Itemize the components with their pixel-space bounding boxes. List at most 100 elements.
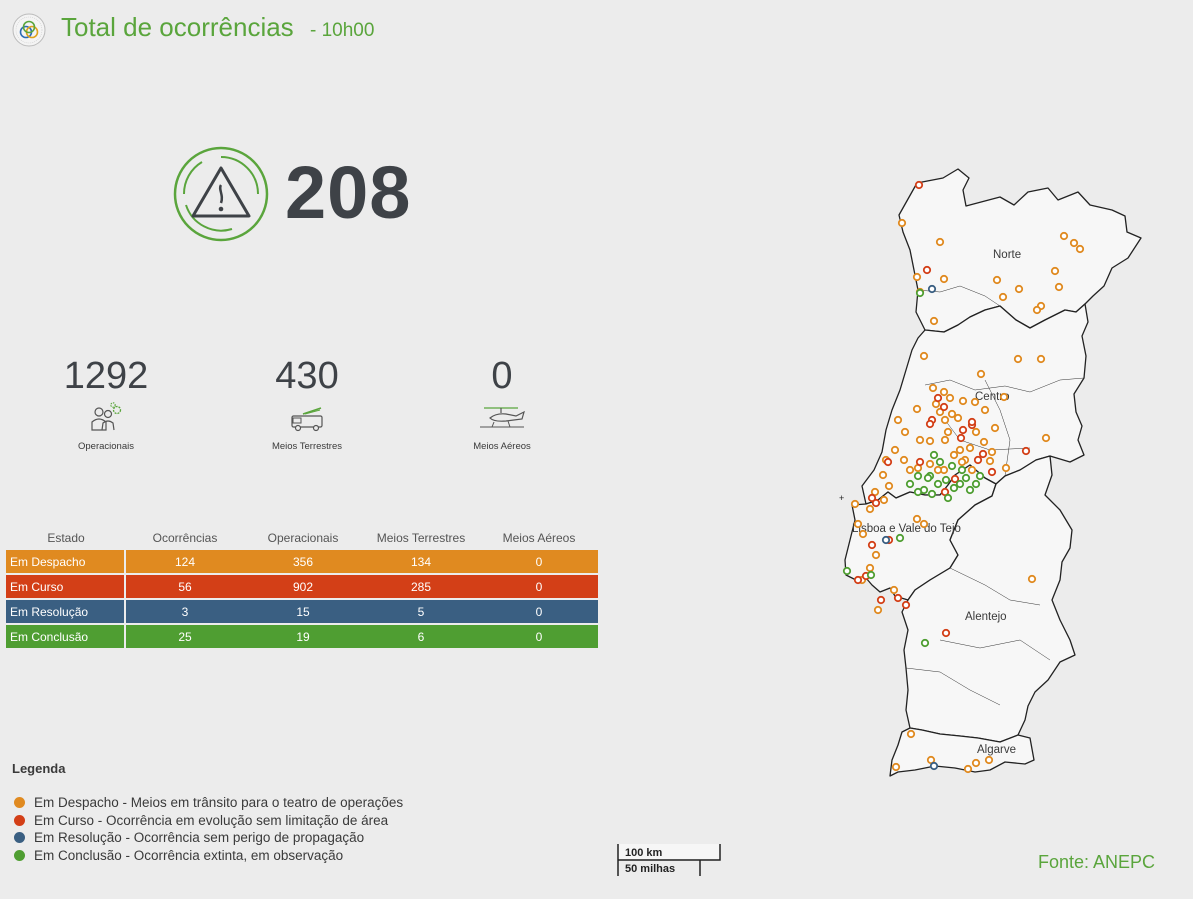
occurrence-marker-curso[interactable] <box>925 419 935 429</box>
occurrence-marker-despacho[interactable] <box>957 457 967 467</box>
occurrence-marker-despacho[interactable] <box>935 407 945 417</box>
occurrence-marker-curso[interactable] <box>1021 446 1031 456</box>
occurrence-marker-despacho[interactable] <box>987 447 997 457</box>
occurrence-marker-despacho[interactable] <box>1027 574 1037 584</box>
occurrence-marker-conclusao[interactable] <box>975 471 985 481</box>
occurrence-marker-despacho[interactable] <box>979 437 989 447</box>
occurrence-marker-despacho[interactable] <box>850 499 860 509</box>
occurrence-marker-despacho[interactable] <box>955 445 965 455</box>
occurrence-marker-despacho[interactable] <box>947 409 957 419</box>
occurrence-marker-conclusao[interactable] <box>949 483 959 493</box>
occurrence-marker-conclusao[interactable] <box>866 570 876 580</box>
occurrence-marker-despacho[interactable] <box>1032 305 1042 315</box>
occurrence-marker-despacho[interactable] <box>879 495 889 505</box>
occurrence-marker-despacho[interactable] <box>980 405 990 415</box>
occurrence-marker-despacho[interactable] <box>893 415 903 425</box>
occurrence-marker-despacho[interactable] <box>958 396 968 406</box>
occurrence-marker-despacho[interactable] <box>891 762 901 772</box>
occurrence-marker-conclusao[interactable] <box>923 473 933 483</box>
occurrence-marker-despacho[interactable] <box>940 435 950 445</box>
occurrence-marker-despacho[interactable] <box>985 456 995 466</box>
occurrence-marker-curso[interactable] <box>973 455 983 465</box>
occurrence-marker-despacho[interactable] <box>890 445 900 455</box>
occurrence-marker-despacho[interactable] <box>912 404 922 414</box>
occurrence-marker-despacho[interactable] <box>933 465 943 475</box>
occurrence-marker-resolucao[interactable] <box>929 761 939 771</box>
occurrence-marker-despacho[interactable] <box>967 465 977 475</box>
occurrence-marker-resolucao[interactable] <box>881 535 891 545</box>
occurrence-marker-curso[interactable] <box>940 487 950 497</box>
occurrence-marker-conclusao[interactable] <box>941 475 951 485</box>
occurrence-marker-curso[interactable] <box>967 417 977 427</box>
occurrence-marker-conclusao[interactable] <box>935 457 945 467</box>
occurrence-marker-conclusao[interactable] <box>943 493 953 503</box>
occurrence-marker-despacho[interactable] <box>912 514 922 524</box>
occurrence-marker-despacho[interactable] <box>871 550 881 560</box>
occurrence-marker-despacho[interactable] <box>865 563 875 573</box>
occurrence-marker-despacho[interactable] <box>926 755 936 765</box>
portugal-map[interactable]: Norte Centro Lisboa e Vale do Tejo Alent… <box>830 160 1160 790</box>
occurrence-marker-despacho[interactable] <box>963 764 973 774</box>
occurrence-marker-despacho[interactable] <box>992 275 1002 285</box>
occurrence-marker-despacho[interactable] <box>915 435 925 445</box>
occurrence-marker-despacho[interactable] <box>976 369 986 379</box>
region-algarve[interactable] <box>889 727 1035 777</box>
occurrence-marker-curso[interactable] <box>939 402 949 412</box>
occurrence-marker-conclusao[interactable] <box>915 288 925 298</box>
occurrence-marker-despacho[interactable] <box>999 392 1009 402</box>
occurrence-marker-despacho[interactable] <box>889 585 899 595</box>
occurrence-marker-curso[interactable] <box>871 498 881 508</box>
occurrence-marker-conclusao[interactable] <box>905 479 915 489</box>
occurrence-marker-despacho[interactable] <box>929 316 939 326</box>
occurrence-marker-conclusao[interactable] <box>929 450 939 460</box>
occurrence-marker-despacho[interactable] <box>865 504 875 514</box>
occurrence-marker-curso[interactable] <box>883 457 893 467</box>
occurrence-marker-despacho[interactable] <box>1001 463 1011 473</box>
occurrence-marker-despacho[interactable] <box>919 351 929 361</box>
occurrence-marker-conclusao[interactable] <box>913 471 923 481</box>
occurrence-marker-despacho[interactable] <box>990 423 1000 433</box>
occurrence-marker-despacho[interactable] <box>925 436 935 446</box>
occurrence-marker-conclusao[interactable] <box>933 479 943 489</box>
occurrence-marker-curso[interactable] <box>914 180 924 190</box>
occurrence-marker-curso[interactable] <box>956 433 966 443</box>
occurrence-marker-curso[interactable] <box>933 393 943 403</box>
occurrence-marker-despacho[interactable] <box>971 427 981 437</box>
occurrence-marker-despacho[interactable] <box>939 387 949 397</box>
occurrence-marker-despacho[interactable] <box>1054 282 1064 292</box>
occurrence-marker-despacho[interactable] <box>984 755 994 765</box>
occurrence-marker-despacho[interactable] <box>971 758 981 768</box>
occurrence-marker-despacho[interactable] <box>1050 266 1060 276</box>
occurrence-marker-despacho[interactable] <box>1069 238 1079 248</box>
occurrence-marker-despacho[interactable] <box>970 397 980 407</box>
region-norte[interactable] <box>898 168 1142 333</box>
occurrence-marker-despacho[interactable] <box>900 427 910 437</box>
occurrence-marker-despacho[interactable] <box>906 729 916 739</box>
occurrence-marker-curso[interactable] <box>941 628 951 638</box>
occurrence-marker-despacho[interactable] <box>940 415 950 425</box>
occurrence-marker-conclusao[interactable] <box>920 638 930 648</box>
occurrence-marker-conclusao[interactable] <box>947 461 957 471</box>
occurrence-marker-curso[interactable] <box>958 425 968 435</box>
occurrence-marker-conclusao[interactable] <box>965 485 975 495</box>
occurrence-marker-curso[interactable] <box>867 540 877 550</box>
occurrence-marker-despacho[interactable] <box>1059 231 1069 241</box>
occurrence-marker-curso[interactable] <box>915 457 925 467</box>
occurrence-marker-conclusao[interactable] <box>961 473 971 483</box>
occurrence-marker-despacho[interactable] <box>943 427 953 437</box>
occurrence-marker-conclusao[interactable] <box>842 566 852 576</box>
occurrence-marker-despacho[interactable] <box>878 470 888 480</box>
occurrence-marker-despacho[interactable] <box>870 487 880 497</box>
occurrence-marker-despacho[interactable] <box>899 455 909 465</box>
occurrence-marker-despacho[interactable] <box>919 519 929 529</box>
occurrence-marker-despacho[interactable] <box>949 450 959 460</box>
occurrence-marker-resolucao[interactable] <box>927 284 937 294</box>
occurrence-marker-despacho[interactable] <box>945 393 955 403</box>
occurrence-marker-despacho[interactable] <box>1075 244 1085 254</box>
occurrence-marker-curso[interactable] <box>853 575 863 585</box>
occurrence-marker-despacho[interactable] <box>925 459 935 469</box>
occurrence-marker-despacho[interactable] <box>928 383 938 393</box>
occurrence-marker-despacho[interactable] <box>1036 354 1046 364</box>
occurrence-marker-despacho[interactable] <box>853 519 863 529</box>
occurrence-marker-curso[interactable] <box>893 593 903 603</box>
